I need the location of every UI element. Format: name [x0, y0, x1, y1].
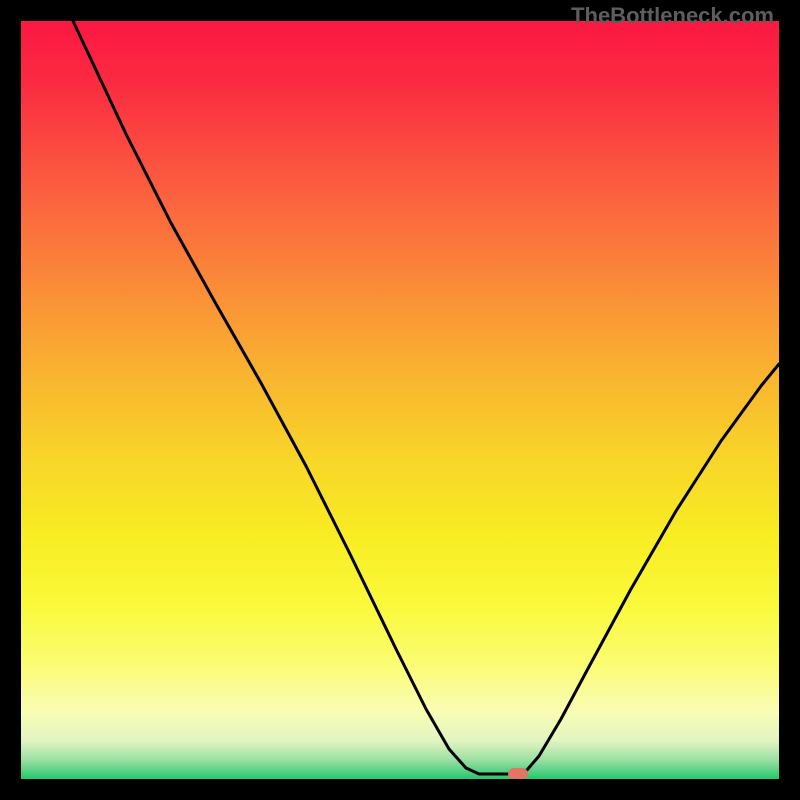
- plot-svg: [21, 21, 779, 779]
- frame-border-left: [0, 0, 21, 800]
- plot-area: [21, 21, 779, 779]
- gradient-background: [21, 21, 779, 779]
- watermark-text: TheBottleneck.com: [571, 3, 774, 29]
- frame-border-right: [779, 0, 800, 800]
- sweet-spot-marker: [508, 768, 528, 779]
- chart-container: TheBottleneck.com: [0, 0, 800, 800]
- frame-border-bottom: [0, 779, 800, 800]
